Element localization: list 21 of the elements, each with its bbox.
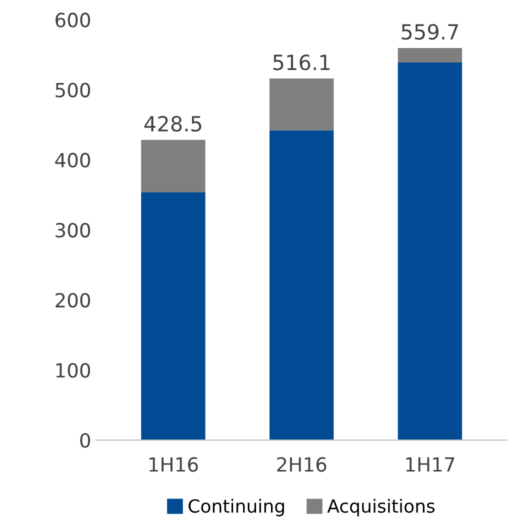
x-tick-label: 2H16	[277, 457, 326, 472]
x-tick-label: 1H17	[406, 457, 454, 472]
bar	[141, 192, 206, 440]
total-label: 428.5	[144, 116, 202, 132]
bar	[270, 130, 334, 440]
bar	[141, 140, 206, 192]
y-tick-label: 500	[56, 82, 90, 98]
y-tick-label: 200	[56, 292, 90, 308]
y-tick-label: 0	[80, 433, 90, 448]
legend-label: Continuing	[188, 498, 284, 516]
legend-label: Acquisitions	[327, 498, 435, 516]
total-label: 516.1	[273, 54, 330, 70]
y-tick-label: 600	[56, 12, 90, 28]
bar	[398, 48, 462, 62]
y-tick-label: 100	[56, 363, 90, 378]
x-tick-label: 1H16	[149, 457, 198, 472]
total-label: 559.7	[402, 24, 458, 40]
bar	[398, 62, 462, 440]
bar	[270, 78, 334, 130]
y-tick-label: 300	[56, 222, 90, 238]
y-tick-label: 400	[55, 152, 90, 168]
